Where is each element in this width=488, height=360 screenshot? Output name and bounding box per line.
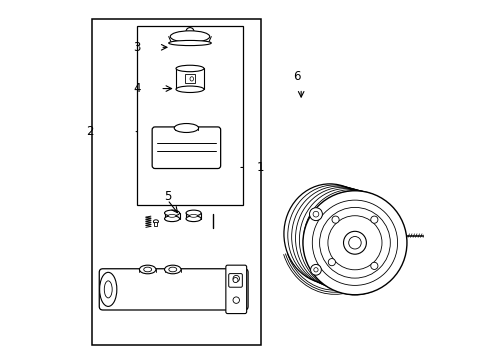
Bar (92, 19, 260, 345)
Circle shape (233, 275, 239, 282)
Ellipse shape (176, 65, 203, 72)
FancyBboxPatch shape (225, 265, 246, 314)
Circle shape (312, 211, 318, 217)
Ellipse shape (100, 273, 117, 306)
Ellipse shape (143, 267, 151, 272)
Ellipse shape (164, 216, 179, 222)
Ellipse shape (170, 31, 209, 42)
Circle shape (310, 264, 321, 275)
Text: 2: 2 (86, 125, 94, 138)
Ellipse shape (176, 86, 203, 93)
Circle shape (370, 262, 377, 269)
Bar (184, 75, 195, 84)
FancyBboxPatch shape (228, 274, 242, 287)
Circle shape (233, 278, 238, 283)
Circle shape (313, 267, 318, 272)
Text: 6: 6 (292, 70, 300, 83)
Circle shape (233, 297, 239, 303)
Ellipse shape (164, 210, 179, 216)
Ellipse shape (153, 220, 158, 224)
Ellipse shape (185, 210, 201, 216)
Ellipse shape (168, 215, 176, 217)
Bar (137, 26, 242, 205)
Circle shape (309, 208, 322, 221)
FancyBboxPatch shape (152, 127, 220, 168)
Ellipse shape (190, 77, 193, 81)
Circle shape (303, 191, 406, 295)
Circle shape (327, 258, 335, 266)
Bar (154, 222, 157, 226)
Ellipse shape (189, 215, 197, 217)
Ellipse shape (168, 40, 211, 46)
Ellipse shape (104, 281, 112, 298)
Ellipse shape (185, 28, 194, 36)
Circle shape (370, 216, 377, 223)
Ellipse shape (164, 265, 181, 274)
Circle shape (343, 231, 366, 254)
Text: 1: 1 (256, 161, 264, 174)
Text: 3: 3 (133, 41, 140, 54)
Text: 4: 4 (133, 82, 140, 95)
FancyBboxPatch shape (99, 269, 247, 310)
Circle shape (348, 237, 361, 249)
Text: 5: 5 (164, 190, 172, 203)
Ellipse shape (174, 123, 198, 132)
Ellipse shape (185, 216, 201, 222)
Circle shape (331, 216, 339, 223)
Ellipse shape (139, 265, 156, 274)
Ellipse shape (168, 267, 176, 272)
